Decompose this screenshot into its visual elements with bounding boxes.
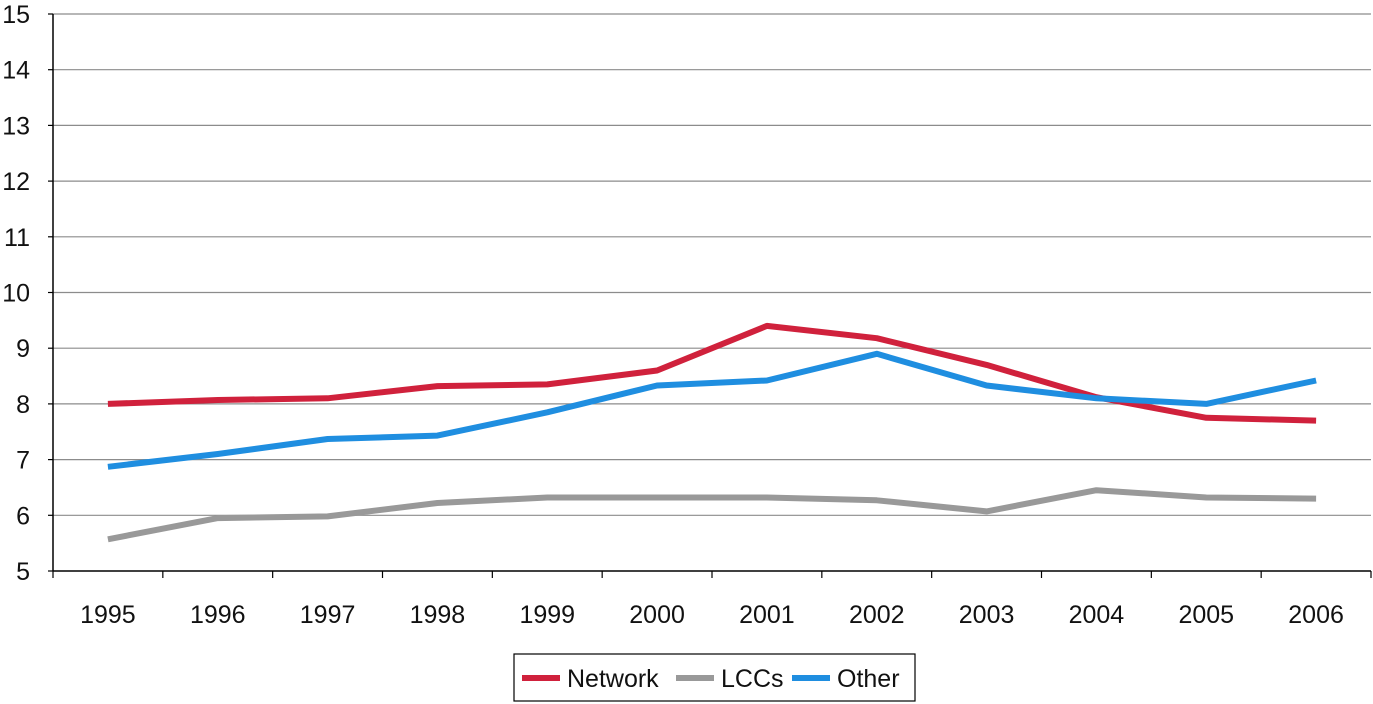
x-tick-label: 2002 xyxy=(849,601,905,629)
x-tick-label: 2003 xyxy=(959,601,1015,629)
y-tick-label: 7 xyxy=(16,447,30,475)
y-tick-label: 10 xyxy=(2,280,30,308)
y-tick-labels: 5 6 7 8 9 10 11 12 13 14 15 xyxy=(2,1,30,586)
series-line-network xyxy=(107,322,1317,424)
y-tick-label: 15 xyxy=(2,1,30,29)
x-tick-label: 1998 xyxy=(410,601,466,629)
legend: Network LCCs Other xyxy=(513,653,916,702)
series-lines xyxy=(107,322,1317,543)
y-tick-label: 6 xyxy=(16,502,30,530)
y-tick-label: 11 xyxy=(4,224,30,252)
axes xyxy=(52,14,1371,572)
legend-label-other: Other xyxy=(837,665,900,693)
y-tick-label: 14 xyxy=(2,57,30,85)
y-tick-label: 12 xyxy=(2,168,30,196)
x-tick-label: 1996 xyxy=(190,601,246,629)
x-tick-label: 2005 xyxy=(1178,601,1234,629)
x-tick-label: 2004 xyxy=(1069,601,1125,629)
x-tick-label: 2000 xyxy=(629,601,685,629)
y-tick-label: 5 xyxy=(16,558,30,586)
y-tick-label: 8 xyxy=(16,391,30,419)
legend-label-network: Network xyxy=(567,665,659,693)
x-tick-label: 1999 xyxy=(519,601,575,629)
y-tick-label: 9 xyxy=(16,335,30,363)
x-tick-label: 2006 xyxy=(1288,601,1344,629)
series-line-other xyxy=(107,350,1317,470)
legend-box xyxy=(513,653,916,702)
legend-label-lccs: LCCs xyxy=(721,665,784,693)
y-tick-label: 13 xyxy=(2,112,30,140)
x-tick-label: 2001 xyxy=(739,601,795,629)
x-tick-label: 1997 xyxy=(300,601,356,629)
x-tick-labels: 1995 1996 1997 1998 1999 2000 2001 2002 2003 2004… xyxy=(80,601,1344,629)
series-line-lccs xyxy=(107,487,1317,543)
x-tick-label: 1995 xyxy=(80,601,136,629)
